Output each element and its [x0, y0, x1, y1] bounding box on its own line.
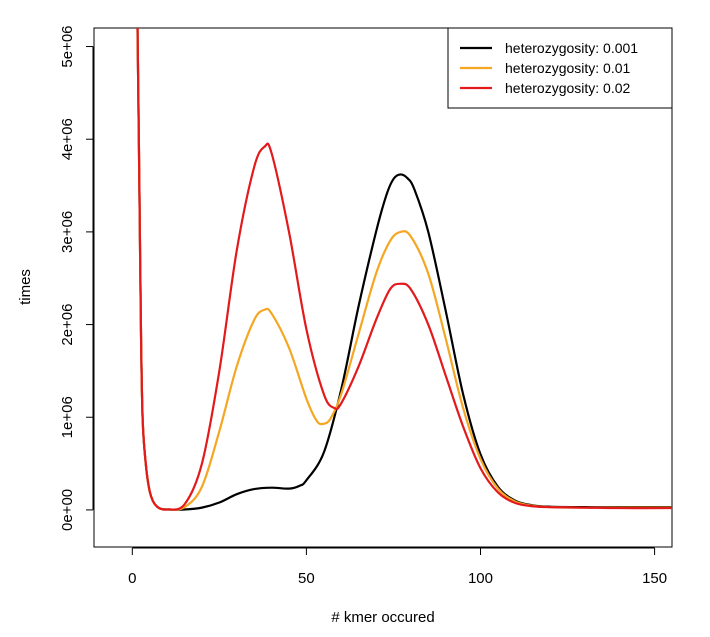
y-tick-label: 3e+06 [59, 211, 76, 253]
x-tick-label: 0 [128, 570, 136, 587]
legend-label-3: heterozygosity: 0.02 [505, 80, 631, 96]
y-tick-label: 2e+06 [59, 304, 76, 346]
x-tick-label: 150 [642, 570, 667, 587]
y-axis-label: times [17, 269, 34, 305]
series-line-3 [136, 28, 672, 511]
x-tick-label: 100 [468, 570, 493, 587]
x-axis-label: # kmer occured [331, 609, 434, 626]
legend: heterozygosity: 0.001 heterozygosity: 0.0… [447, 27, 673, 109]
legend-label-2: heterozygosity: 0.01 [505, 60, 631, 76]
series-layer [136, 28, 672, 511]
y-tick-label: 5e+06 [59, 25, 76, 67]
y-tick-label: 4e+06 [59, 118, 76, 160]
y-tick-label: 1e+06 [59, 396, 76, 438]
x-tick-label: 50 [298, 570, 315, 587]
x-axis: 0 50 100 150 [128, 547, 667, 587]
plot-frame [93, 27, 673, 548]
legend-label-1: heterozygosity: 0.001 [505, 40, 638, 56]
y-axis: 0e+00 1e+06 2e+06 3e+06 4e+06 5e+06 [59, 25, 94, 531]
y-tick-label: 0e+00 [59, 489, 76, 531]
